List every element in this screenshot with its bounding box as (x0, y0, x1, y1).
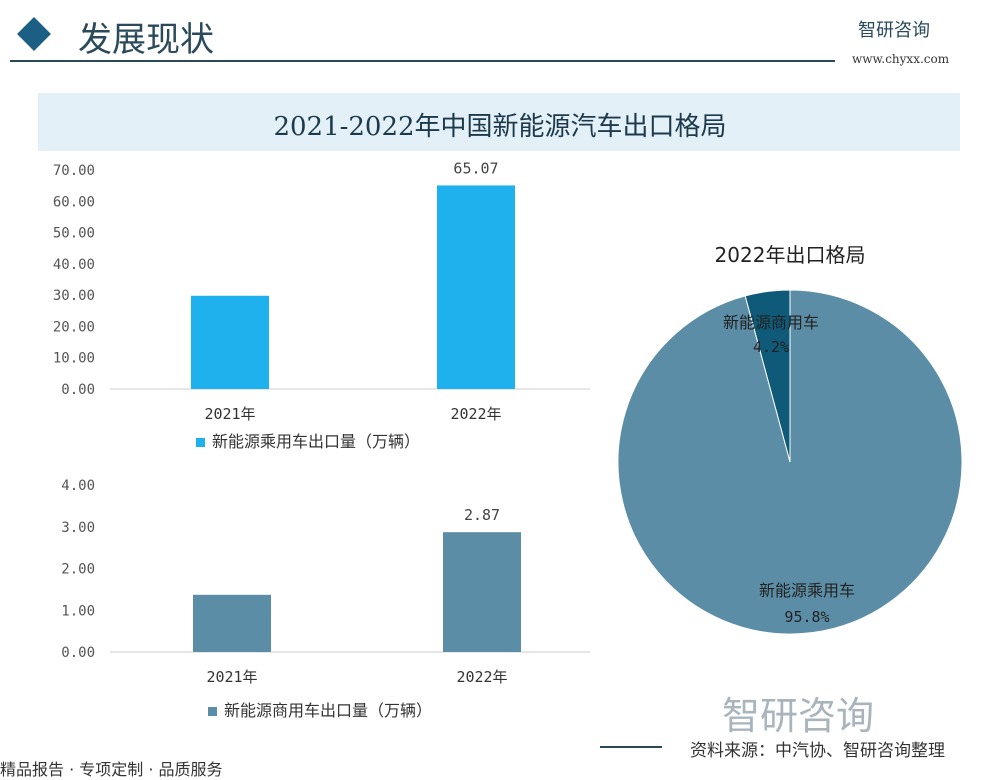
y-tick-label: 0.00 (61, 382, 95, 398)
y-tick-label: 2.00 (61, 562, 95, 578)
footer-tagline: 精品报告 · 专项定制 · 品质服务 (0, 760, 223, 779)
x-tick-label: 2022年 (450, 405, 501, 423)
legend-swatch (208, 707, 217, 716)
watermark-logo: 智研咨询 (722, 694, 875, 738)
y-tick-label: 1.00 (61, 603, 95, 619)
data-label: 65.07 (453, 159, 498, 177)
section-title: 发展现状 (78, 20, 214, 60)
pie-slice (617, 289, 963, 635)
bar (191, 295, 269, 389)
y-tick-label: 30.00 (53, 288, 95, 304)
y-tick-label: 70.00 (53, 163, 95, 179)
y-tick-label: 40.00 (53, 257, 95, 273)
legend-swatch (196, 438, 205, 447)
x-tick-label: 2021年 (206, 668, 257, 686)
y-tick-label: 60.00 (53, 194, 95, 210)
bar (443, 532, 521, 652)
x-tick-label: 2022年 (456, 668, 507, 686)
x-tick-label: 2021年 (204, 405, 255, 423)
chart-title: 2021-2022年中国新能源汽车出口格局 (273, 112, 727, 142)
pie-percent: 4.2% (753, 338, 789, 356)
title-band (38, 93, 960, 151)
brand-url: www.chyxx.com (852, 52, 950, 66)
source-note: 资料来源：中汽协、智研咨询整理 (690, 741, 945, 761)
footer-divider (600, 746, 662, 748)
data-label: 2.87 (464, 506, 500, 524)
legend-label: 新能源商用车出口量（万辆） (224, 701, 432, 720)
y-tick-label: 50.00 (53, 226, 95, 242)
y-tick-label: 0.00 (61, 645, 95, 661)
pie-label: 新能源商用车 (723, 313, 819, 332)
brand-logo: 智研咨询 (858, 20, 930, 41)
pie-title: 2022年出口格局 (715, 243, 866, 267)
legend-label: 新能源乘用车出口量（万辆） (212, 432, 420, 451)
y-tick-label: 3.00 (61, 520, 95, 536)
bar (437, 185, 515, 389)
y-tick-label: 20.00 (53, 319, 95, 335)
pie-label: 新能源乘用车 (759, 581, 855, 600)
bar (193, 594, 271, 652)
y-tick-label: 10.00 (53, 351, 95, 367)
y-tick-label: 4.00 (61, 478, 95, 494)
header-divider (10, 60, 835, 62)
pie-percent: 95.8% (784, 608, 829, 626)
